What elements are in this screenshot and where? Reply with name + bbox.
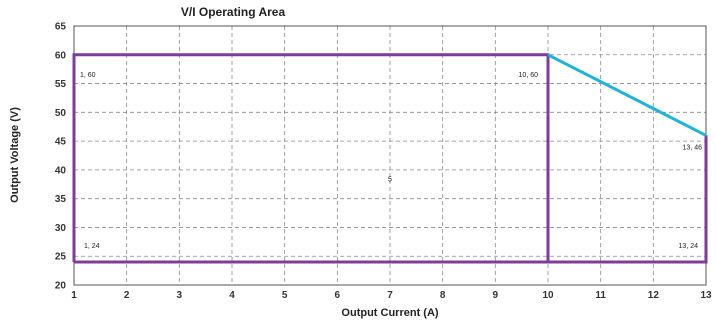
- x-tick-label-3: 4: [229, 290, 235, 301]
- y-tick-label-1: 25: [55, 252, 67, 263]
- y-tick-label-6: 50: [55, 108, 67, 119]
- y-tick-label-7: 55: [55, 79, 67, 90]
- y-tick-label-5: 45: [55, 137, 67, 148]
- x-tick-label-1: 2: [124, 290, 130, 301]
- x-tick-label-11: 12: [648, 290, 660, 301]
- x-axis-title: Output Current (A): [341, 307, 438, 319]
- series-layer: [72, 53, 708, 264]
- series-line-1: [547, 53, 707, 137]
- annotation-label-4: 1, 24: [84, 243, 100, 250]
- y-tick-label-8: 60: [55, 50, 67, 61]
- x-tick-label-0: 1: [71, 290, 77, 301]
- annotation-label-5: 13, 24: [679, 243, 699, 250]
- y-tick-label-9: 65: [55, 22, 67, 33]
- y-tick-label-2: 30: [55, 223, 67, 234]
- x-tick-label-9: 10: [542, 290, 554, 301]
- x-tick-label-4: 5: [282, 290, 288, 301]
- x-tick-label-12: 13: [700, 290, 712, 301]
- annotation-label-2: 13, 46: [683, 144, 703, 151]
- series-line-0: [72, 53, 708, 264]
- y-tick-label-3: 35: [55, 194, 67, 205]
- annotation-label-3: 5: [388, 176, 392, 183]
- annotation-layer: 1, 60 10, 60 13, 46 5 1, 24 13, 24: [80, 72, 702, 250]
- x-tick-label-7: 8: [440, 290, 446, 301]
- y-tick-label-4: 40: [55, 165, 67, 176]
- x-tick-label-5: 6: [335, 290, 341, 301]
- annotation-label-1: 10, 60: [519, 72, 539, 79]
- x-axis-ticks: 1 2 3 4 5 6 7 8 9 10 11 12 13: [71, 290, 712, 301]
- y-tick-label-0: 20: [55, 281, 67, 292]
- chart-title: V/I Operating Area: [181, 5, 286, 19]
- x-tick-label-6: 7: [387, 290, 393, 301]
- x-tick-label-8: 9: [493, 290, 499, 301]
- y-axis-ticks: 20 25 30 35 40 45 50 55 60 65: [55, 22, 67, 292]
- y-axis-title: Output Voltage (V): [9, 107, 21, 203]
- grid-layer: [74, 26, 706, 285]
- annotation-label-0: 1, 60: [80, 72, 96, 79]
- x-tick-label-2: 3: [177, 290, 183, 301]
- x-tick-label-10: 11: [595, 290, 606, 301]
